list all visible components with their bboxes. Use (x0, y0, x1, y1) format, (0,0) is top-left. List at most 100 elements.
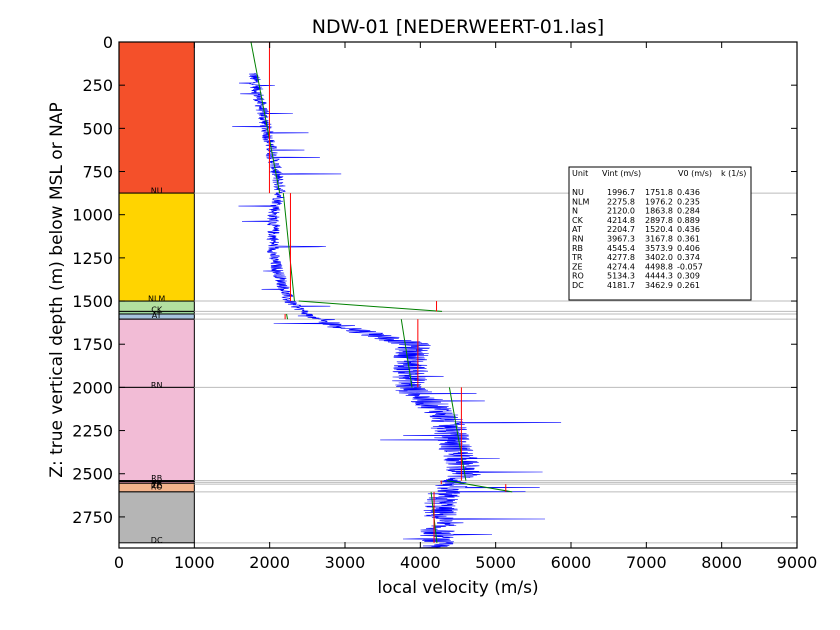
table-v0-tr: 3402.0 (645, 253, 673, 262)
y-tick-label-7: 1750 (72, 335, 113, 354)
trend-line-1 (282, 193, 295, 302)
x-tick-label-8: 8000 (701, 553, 742, 572)
x-tick-label-1: 1000 (174, 553, 215, 572)
table-header-2: V0 (m/s) (678, 169, 712, 178)
table-box (568, 166, 752, 301)
table-vint-nu: 1996.7 (607, 188, 635, 197)
x-tick-label-0: 0 (114, 553, 124, 572)
table-v0-at: 1520.4 (645, 225, 673, 234)
table-unit-ro: RO (572, 272, 584, 281)
unit-label-at: AT (152, 311, 162, 320)
unit-label-nu: NU (151, 187, 163, 196)
unit-block-nu (118, 41, 195, 194)
table-unit-ck: CK (572, 216, 584, 225)
table-vint-dc: 4181.7 (607, 281, 635, 290)
table-unit-dc: DC (572, 281, 584, 290)
trend-line-5 (448, 387, 467, 481)
table-k-ze: -0.057 (677, 262, 703, 271)
table-k-nu: 0.436 (677, 188, 700, 197)
x-axis-label: local velocity (m/s) (377, 578, 538, 598)
unit-block-rn (118, 318, 195, 388)
x-tick-label-4: 4000 (400, 553, 441, 572)
y-tick-label-6: 1500 (72, 292, 113, 311)
table-header-3: k (1/s) (721, 169, 746, 178)
table-unit-tr: TR (571, 253, 583, 262)
unit-label-rn: RN (151, 381, 163, 390)
y-tick-label-5: 1250 (72, 249, 113, 268)
table-unit-nu: NU (572, 188, 584, 197)
y-tick-label-3: 750 (82, 163, 113, 182)
table-unit-rn: RN (572, 235, 584, 244)
table-unit-rb: RB (572, 244, 583, 253)
table-v0-dc: 3462.9 (645, 281, 673, 290)
table-k-at: 0.436 (677, 225, 700, 234)
x-tick-label-3: 3000 (325, 553, 366, 572)
y-tick-label-11: 2750 (72, 508, 113, 527)
trend-line-0 (250, 41, 281, 194)
x-tick-label-6: 6000 (551, 553, 592, 572)
x-tick-label-2: 2000 (249, 553, 290, 572)
y-tick-label-4: 1000 (72, 206, 113, 225)
table-vint-ze: 4274.4 (607, 262, 635, 271)
y-tick-label-8: 2000 (72, 378, 113, 397)
table-k-ro: 0.309 (677, 272, 700, 281)
y-tick-label-0: 0 (103, 33, 113, 52)
x-tick-label-5: 5000 (475, 553, 516, 572)
plot-frame (118, 41, 798, 549)
y-tick-label-10: 2500 (72, 465, 113, 484)
table-v0-n: 1863.8 (645, 207, 673, 216)
trend-line-6 (446, 480, 513, 493)
unit-label-ck: CK (151, 306, 163, 315)
y-tick-label-2: 500 (82, 119, 113, 138)
unit-label-nlm: NLM (148, 294, 165, 303)
table-v0-nu: 1751.8 (645, 188, 673, 197)
table-vint-ro: 5134.3 (607, 272, 635, 281)
table-vint-n: 2120.0 (607, 207, 635, 216)
table-unit-ze: ZE (572, 262, 583, 271)
unit-block-n (118, 192, 195, 302)
unit-label-tr: TR (150, 479, 162, 488)
table-k-nlm: 0.235 (677, 197, 700, 206)
table-v0-rn: 3167.8 (645, 235, 673, 244)
table-v0-ro: 4444.3 (645, 272, 673, 281)
table-vint-rn: 3967.3 (607, 235, 635, 244)
table-k-tr: 0.374 (677, 253, 700, 262)
y-tick-label-1: 250 (82, 76, 113, 95)
table-vint-rb: 4545.4 (607, 244, 635, 253)
table-k-dc: 0.261 (677, 281, 700, 290)
table-vint-tr: 4277.8 (607, 253, 635, 262)
parameter-table: Unit Vint (m/s) V0 (m/s) k (1/s) NU 1996.7 175… (568, 166, 752, 301)
table-k-rb: 0.406 (677, 244, 700, 253)
trend-line-3 (286, 313, 289, 320)
table-k-ck: 0.889 (677, 216, 700, 225)
trend-line-2 (298, 300, 443, 312)
table-v0-ze: 4498.8 (645, 262, 673, 271)
x-tick-label-9: 9000 (777, 553, 818, 572)
table-unit-at: AT (572, 225, 582, 234)
table-header-1: Vint (m/s) (602, 169, 641, 178)
table-k-n: 0.284 (677, 207, 700, 216)
unit-block-dc (118, 491, 195, 544)
table-v0-rb: 3573.9 (645, 244, 673, 253)
table-v0-ck: 2897.8 (645, 216, 673, 225)
x-tick-label-7: 7000 (626, 553, 667, 572)
unit-label-ro: RO (151, 483, 163, 492)
trend-line-4 (400, 319, 413, 388)
unit-block-rb (118, 386, 195, 482)
table-v0-nlm: 1976.2 (645, 197, 673, 206)
unit-label-rb: RB (151, 474, 162, 483)
unit-label-dc: DC (151, 536, 163, 545)
y-tick-label-9: 2250 (72, 422, 113, 441)
table-unit-nlm: NLM (572, 197, 589, 206)
table-vint-nlm: 2275.8 (607, 197, 635, 206)
y-axis-label: Z: true vertical depth (m) below MSL or … (47, 102, 67, 477)
measured-velocity-series (232, 72, 562, 549)
table-header-0: Unit (572, 169, 588, 178)
chart-title: NDW-01 [NEDERWEERT-01.las] (312, 16, 604, 38)
table-vint-at: 2204.7 (607, 225, 635, 234)
table-unit-n: N (572, 207, 578, 216)
table-vint-ck: 4214.8 (607, 216, 635, 225)
